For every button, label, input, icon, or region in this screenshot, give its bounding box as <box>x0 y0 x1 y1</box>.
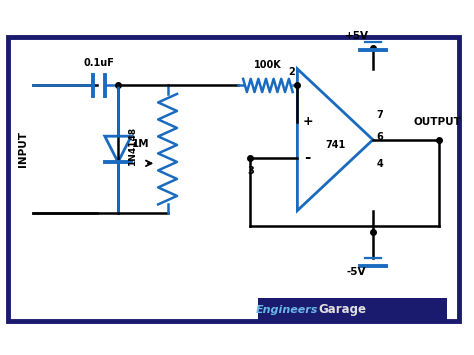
Text: 741: 741 <box>325 140 345 151</box>
Text: 6: 6 <box>377 132 383 142</box>
Text: 4: 4 <box>377 159 383 169</box>
Text: OUTPUT: OUTPUT <box>413 116 461 126</box>
Text: 1M: 1M <box>131 140 149 149</box>
Text: 7: 7 <box>377 110 383 120</box>
Text: 0.1uF: 0.1uF <box>84 58 115 67</box>
Text: 100K: 100K <box>254 60 282 70</box>
Text: -5V: -5V <box>346 267 366 277</box>
Text: Engineers: Engineers <box>255 305 318 315</box>
Text: 3: 3 <box>248 166 255 176</box>
Text: +: + <box>302 115 313 128</box>
Text: +5V: +5V <box>345 31 368 41</box>
Bar <box>258 298 447 321</box>
Text: -: - <box>305 150 311 165</box>
Text: INPUT: INPUT <box>18 131 27 167</box>
Text: 1N4148: 1N4148 <box>128 127 137 166</box>
Bar <box>9 37 459 321</box>
Text: Garage: Garage <box>319 303 366 316</box>
Text: 2: 2 <box>288 67 295 77</box>
